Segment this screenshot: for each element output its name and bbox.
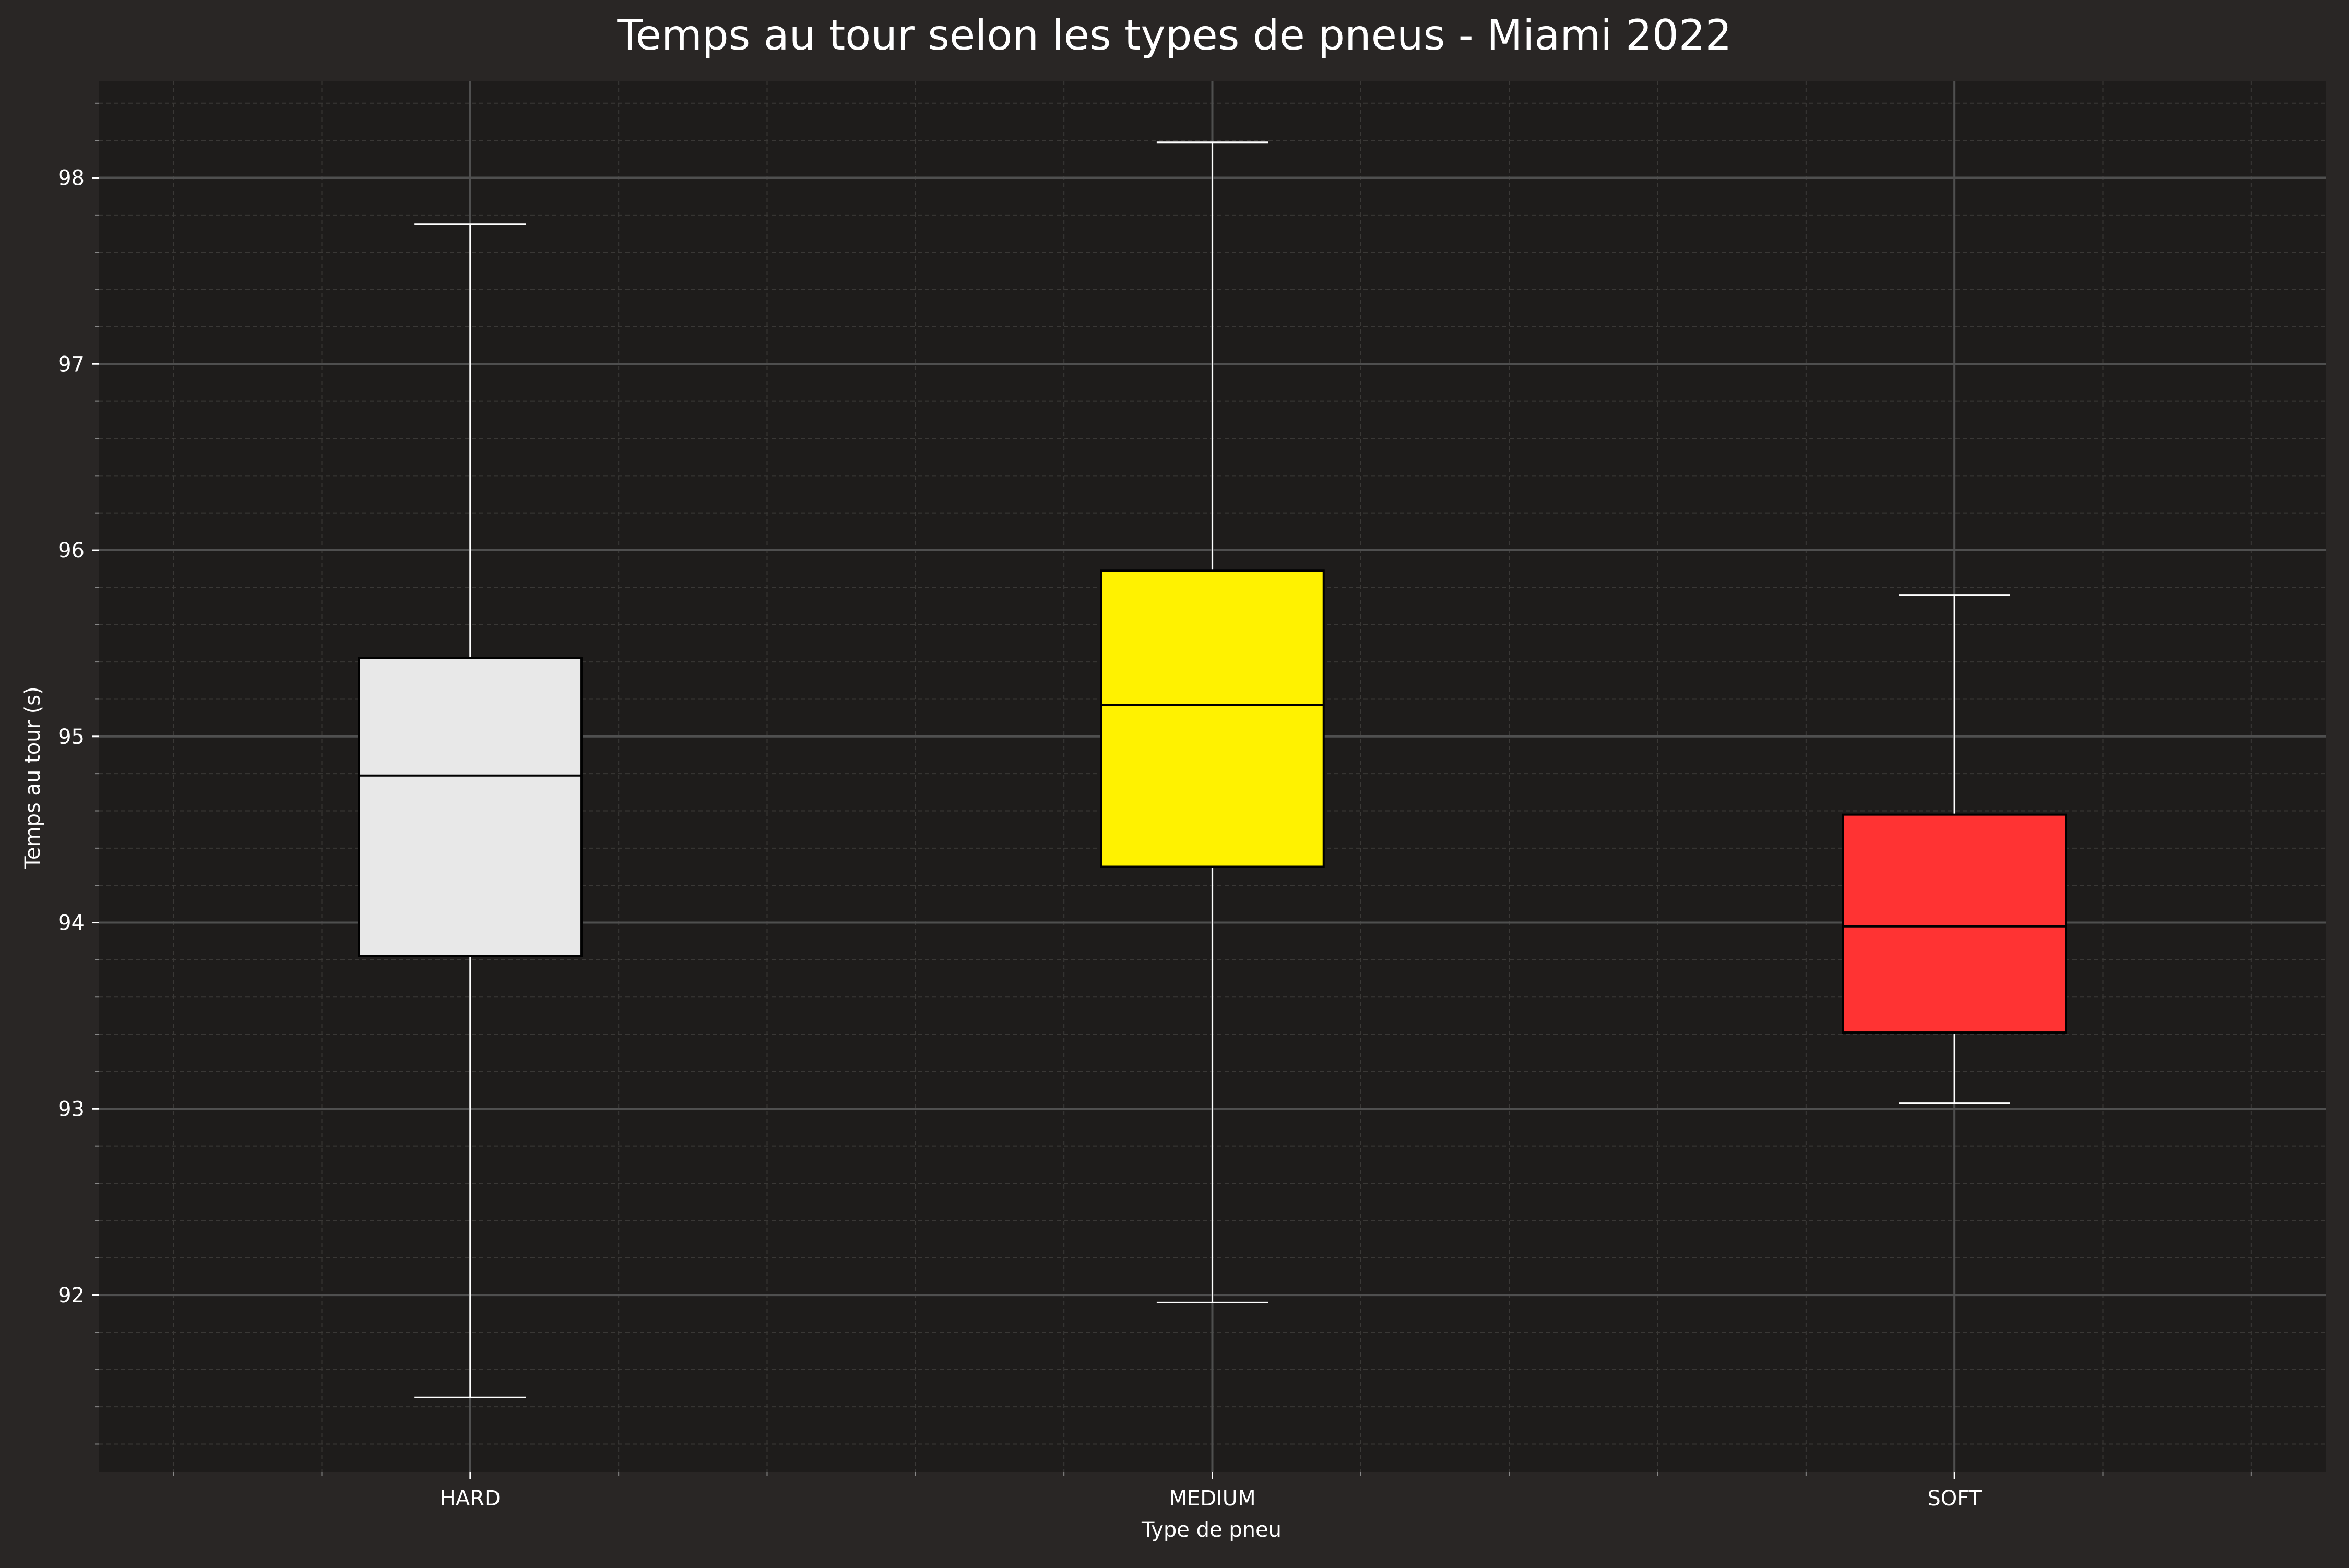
y-tick-label: 95: [58, 725, 85, 749]
y-tick-label: 97: [58, 352, 85, 376]
box-iqr: [1100, 569, 1325, 868]
box-hard: [358, 223, 583, 1398]
chart-title: Temps au tour selon les types de pneus -…: [616, 11, 1731, 60]
y-tick-label: 93: [58, 1097, 85, 1121]
axis-ticks: [92, 102, 2252, 1479]
x-tick-label: SOFT: [1927, 1487, 1982, 1511]
y-tick-label: 94: [58, 911, 85, 935]
x-tick-label: HARD: [440, 1487, 501, 1511]
box-iqr: [358, 657, 583, 957]
x-tick-label: MEDIUM: [1169, 1487, 1255, 1511]
box-medium: [1100, 141, 1325, 1303]
x-axis-label: Type de pneu: [1141, 1518, 1282, 1542]
box-iqr: [1842, 813, 2067, 1034]
y-axis-label: Temps au tour (s): [21, 686, 45, 869]
y-tick-label: 98: [58, 167, 85, 191]
y-tick-label: 96: [58, 539, 85, 563]
boxes-group: [358, 141, 2067, 1398]
box-soft: [1842, 594, 2067, 1104]
y-tick-label: 92: [58, 1284, 85, 1308]
tick-labels: 92 93 94 95 96 97 98 HARD MEDIUM SOFT: [58, 167, 1982, 1511]
